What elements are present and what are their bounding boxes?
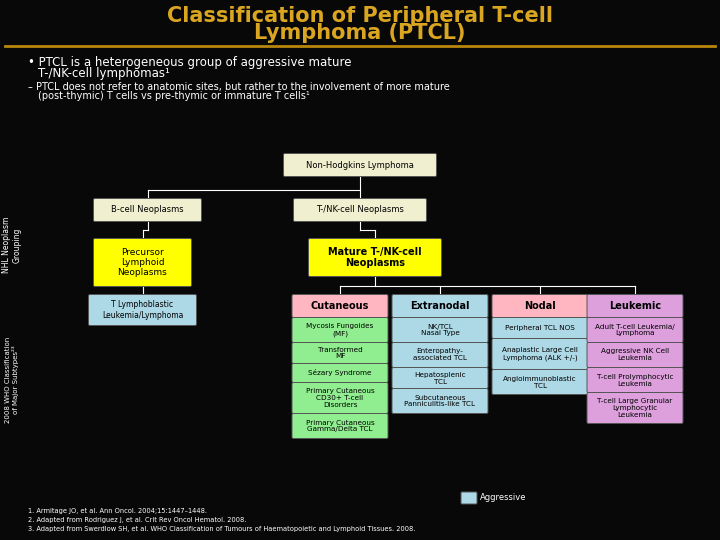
Text: NHL Neoplasm
Grouping: NHL Neoplasm Grouping	[2, 217, 22, 273]
Text: Hepatosplenic
TCL: Hepatosplenic TCL	[414, 372, 466, 384]
Text: Primary Cutaneous
Gamma/Delta TCL: Primary Cutaneous Gamma/Delta TCL	[305, 420, 374, 433]
Text: Peripheral TCL NOS: Peripheral TCL NOS	[505, 325, 575, 331]
FancyBboxPatch shape	[461, 492, 477, 504]
Text: Anaplastic Large Cell
Lymphoma (ALK +/-): Anaplastic Large Cell Lymphoma (ALK +/-)	[502, 347, 578, 361]
Text: B-cell Neoplasms: B-cell Neoplasms	[111, 206, 184, 214]
Text: Non-Hodgkins Lymphoma: Non-Hodgkins Lymphoma	[306, 160, 414, 170]
Text: Transformed
MF: Transformed MF	[318, 347, 362, 360]
FancyBboxPatch shape	[587, 342, 683, 368]
FancyBboxPatch shape	[292, 414, 388, 438]
FancyBboxPatch shape	[284, 153, 436, 177]
Text: Extranodal: Extranodal	[410, 301, 469, 311]
FancyBboxPatch shape	[392, 388, 488, 414]
Text: T-/NK-cell lymphomas¹: T-/NK-cell lymphomas¹	[38, 67, 170, 80]
Text: Precursor
Lymphoid
Neoplasms: Precursor Lymphoid Neoplasms	[117, 248, 167, 278]
FancyBboxPatch shape	[492, 318, 588, 339]
FancyBboxPatch shape	[292, 294, 388, 318]
FancyBboxPatch shape	[392, 294, 488, 318]
Text: Aggressive: Aggressive	[480, 494, 526, 503]
FancyBboxPatch shape	[392, 318, 488, 342]
Text: Cutaneous: Cutaneous	[311, 301, 369, 311]
FancyBboxPatch shape	[392, 342, 488, 368]
Text: Mycosis Fungoides
(MF): Mycosis Fungoides (MF)	[306, 323, 374, 337]
Text: T-/NK-cell Neoplasms: T-/NK-cell Neoplasms	[316, 206, 404, 214]
Text: Mature T-/NK-cell
Neoplasms: Mature T-/NK-cell Neoplasms	[328, 247, 422, 268]
FancyBboxPatch shape	[94, 199, 202, 221]
Text: 3. Adapted from Swerdlow SH, et al. WHO Classification of Tumours of Haematopoie: 3. Adapted from Swerdlow SH, et al. WHO …	[28, 526, 415, 532]
Text: Primary Cutaneous
CD30+ T-cell
Disorders: Primary Cutaneous CD30+ T-cell Disorders	[305, 388, 374, 408]
FancyBboxPatch shape	[587, 318, 683, 342]
FancyBboxPatch shape	[294, 199, 426, 221]
Text: (post-thymic) T cells vs pre-thymic or immature T cells¹: (post-thymic) T cells vs pre-thymic or i…	[38, 91, 310, 101]
Text: Leukemic: Leukemic	[609, 301, 661, 311]
FancyBboxPatch shape	[292, 342, 388, 363]
Text: Enteropathy-
associated TCL: Enteropathy- associated TCL	[413, 348, 467, 361]
FancyBboxPatch shape	[308, 239, 441, 276]
FancyBboxPatch shape	[292, 363, 388, 382]
FancyBboxPatch shape	[292, 382, 388, 414]
FancyBboxPatch shape	[492, 294, 588, 318]
Text: T-cell Prolymphocytic
Leukemia: T-cell Prolymphocytic Leukemia	[597, 374, 673, 387]
Text: – PTCL does not refer to anatomic sites, but rather to the involvement of more m: – PTCL does not refer to anatomic sites,…	[28, 82, 450, 92]
Text: Lymphoma (PTCL): Lymphoma (PTCL)	[254, 23, 466, 43]
FancyBboxPatch shape	[94, 239, 192, 287]
Text: T Lymphoblastic
Leukemia/Lymphoma: T Lymphoblastic Leukemia/Lymphoma	[102, 300, 183, 320]
Text: 2. Adapted from Rodriguez J, et al. Crit Rev Oncol Hematol. 2008.: 2. Adapted from Rodriguez J, et al. Crit…	[28, 517, 246, 523]
Text: Subcutaneous
Panniculitis-like TCL: Subcutaneous Panniculitis-like TCL	[405, 395, 475, 408]
Text: 2008 WHO Classification
of Major Subtypes²³: 2008 WHO Classification of Major Subtype…	[5, 337, 19, 423]
Text: NK/TCL
Nasal Type: NK/TCL Nasal Type	[420, 323, 459, 336]
FancyBboxPatch shape	[292, 318, 388, 342]
FancyBboxPatch shape	[392, 368, 488, 388]
FancyBboxPatch shape	[492, 369, 588, 395]
Text: T-cell Large Granular
Lymphocytic
Leukemia: T-cell Large Granular Lymphocytic Leukem…	[598, 398, 672, 418]
Text: Sézary Syndrome: Sézary Syndrome	[308, 369, 372, 376]
Text: Angioimmunoblastic
TCL: Angioimmunoblastic TCL	[503, 375, 577, 388]
FancyBboxPatch shape	[89, 294, 197, 326]
Text: Adult T-cell Leukemia/
Lymphoma: Adult T-cell Leukemia/ Lymphoma	[595, 323, 675, 336]
FancyBboxPatch shape	[587, 368, 683, 393]
FancyBboxPatch shape	[587, 393, 683, 423]
Text: Classification of Peripheral T-cell: Classification of Peripheral T-cell	[167, 6, 553, 26]
FancyBboxPatch shape	[492, 339, 588, 369]
Text: 1. Armitage JO, et al. Ann Oncol. 2004;15:1447–1448.: 1. Armitage JO, et al. Ann Oncol. 2004;1…	[28, 508, 207, 514]
Text: Nodal: Nodal	[524, 301, 556, 311]
FancyBboxPatch shape	[587, 294, 683, 318]
Text: • PTCL is a heterogeneous group of aggressive mature: • PTCL is a heterogeneous group of aggre…	[28, 56, 351, 69]
Text: Aggressive NK Cell
Leukemia: Aggressive NK Cell Leukemia	[601, 348, 669, 361]
